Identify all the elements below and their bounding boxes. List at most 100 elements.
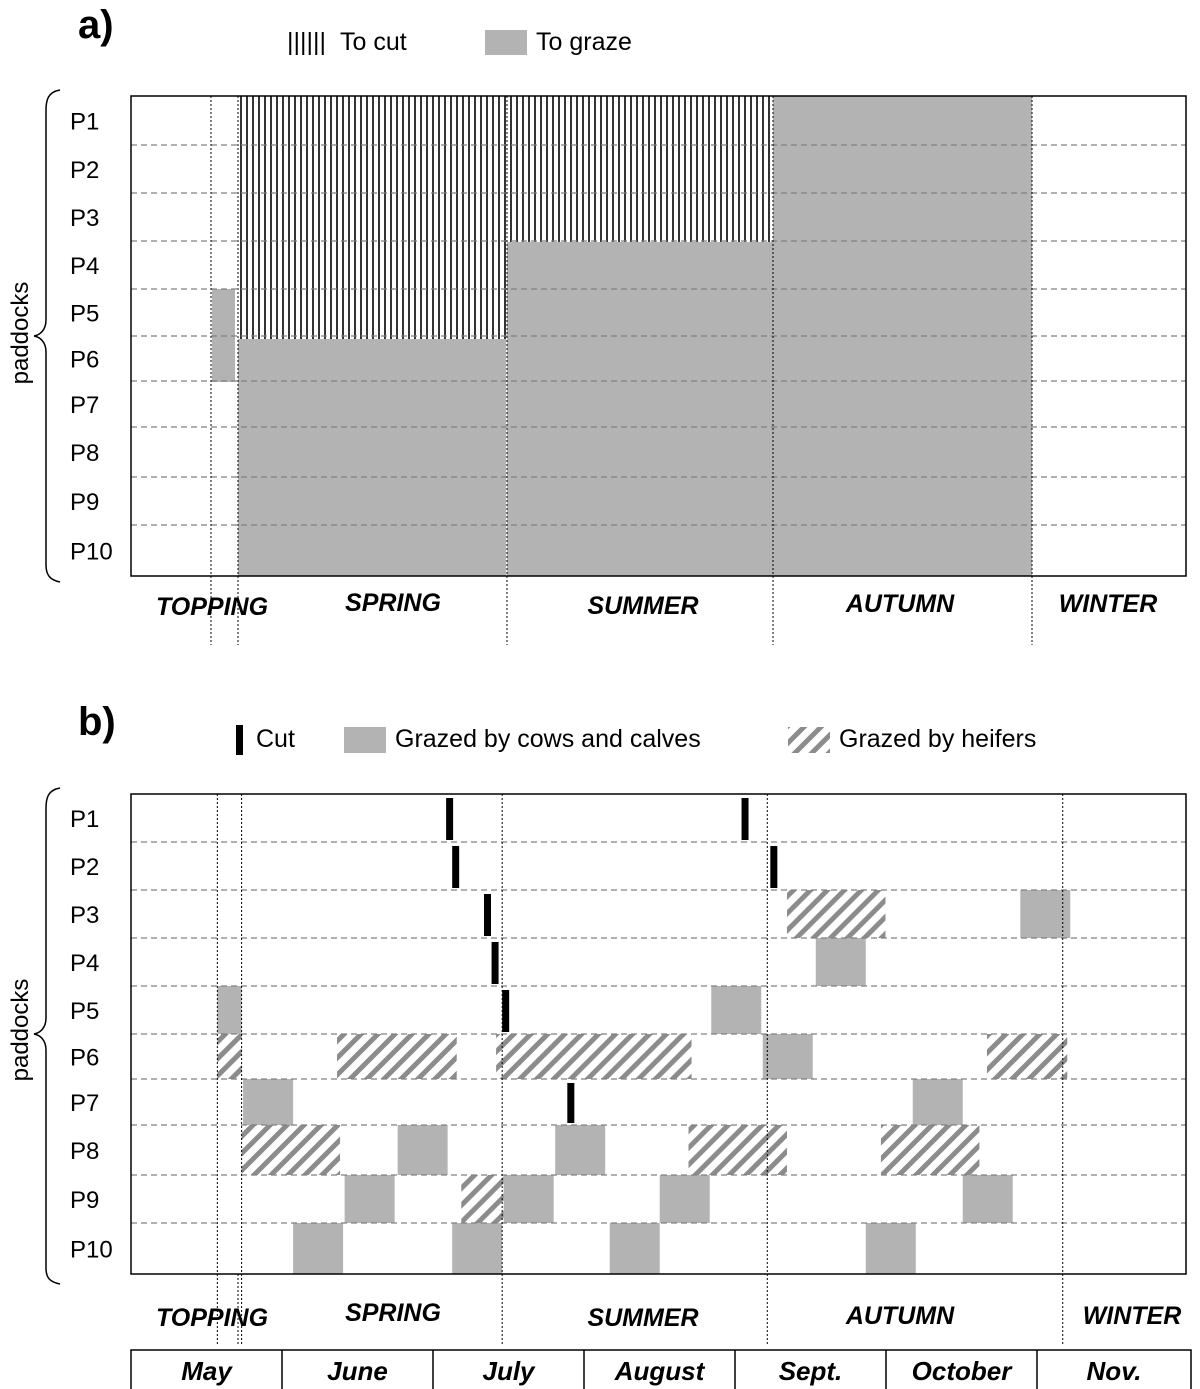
- cut-marker: [770, 846, 778, 888]
- month-label: June: [327, 1356, 388, 1386]
- cut-marker: [483, 894, 491, 936]
- cows-grazing-block: [452, 1223, 503, 1274]
- spring-cut-area: [238, 96, 506, 339]
- month-label: October: [912, 1356, 1014, 1386]
- panel-a-paddock-label: P10: [70, 539, 113, 566]
- panel-a-paddock-label: P5: [70, 301, 99, 328]
- panel-a-paddock-label: P4: [70, 253, 99, 280]
- panel-a: a) |||||| To cut To graze paddocks P1 P2 P…: [7, 3, 1187, 645]
- panel-a-legend: |||||| To cut To graze: [287, 28, 632, 56]
- cows-grazing-block: [217, 986, 242, 1034]
- cows-grazing-block: [344, 1175, 395, 1223]
- cows-grazing-block: [1020, 890, 1071, 938]
- summer-graze-area: [507, 242, 773, 576]
- panel-a-season-label: TOPPING: [156, 593, 268, 621]
- cows-grazing-block: [243, 1079, 294, 1125]
- panel-a-season-label: SPRING: [345, 589, 441, 617]
- panel-a-y-axis-label: paddocks: [7, 282, 34, 385]
- spring-graze-area: [238, 339, 506, 576]
- month-table: [130, 1349, 1192, 1389]
- panel-b-paddock-label: P10: [70, 1237, 113, 1264]
- heifers-grazing-block: [986, 1034, 1068, 1079]
- panel-a-paddock-label: P7: [70, 392, 99, 419]
- heifers-grazing-block: [217, 1034, 242, 1079]
- panel-b-season-label: AUTUMN: [845, 1302, 955, 1330]
- cut-marker: [741, 798, 749, 840]
- month-label: August: [614, 1356, 706, 1386]
- cows-grazing-block: [659, 1175, 710, 1223]
- legend-cows: Grazed by cows and calves: [395, 725, 701, 753]
- panel-b-legend: Cut Grazed by cows and calves Grazed by …: [236, 725, 1036, 755]
- panel-b-paddock-label: P4: [70, 950, 99, 977]
- legend-to-graze: To graze: [536, 28, 632, 56]
- panel-b-paddock-label: P1: [70, 806, 99, 833]
- cows-grazing-block: [555, 1125, 606, 1175]
- cows-grazing-block: [609, 1223, 660, 1274]
- legend-to-cut: To cut: [340, 28, 407, 56]
- legend-cut: Cut: [256, 725, 295, 753]
- panel-b-plot: [217, 798, 1071, 1274]
- month-label: Nov.: [1087, 1356, 1142, 1386]
- panel-b-label: b): [78, 700, 116, 744]
- panel-a-paddock-label: P1: [70, 109, 99, 136]
- panel-a-paddock-label: P3: [70, 205, 99, 232]
- summer-cut-area: [507, 96, 773, 242]
- cut-marker: [452, 846, 460, 888]
- cows-grazing-block: [503, 1175, 554, 1223]
- cows-grazing-block: [962, 1175, 1013, 1223]
- panel-b: b) Cut Grazed by cows and calves Grazed …: [7, 700, 1192, 1389]
- legend-cows-swatch: [344, 727, 386, 753]
- cut-marker: [502, 990, 510, 1032]
- cut-marker: [446, 798, 454, 840]
- heifers-grazing-block: [337, 1034, 457, 1079]
- panel-b-paddock-label: P2: [70, 854, 99, 881]
- cows-grazing-block: [397, 1125, 448, 1175]
- panel-a-paddock-label: P6: [70, 347, 99, 374]
- panel-b-season-label: TOPPING: [156, 1304, 268, 1332]
- heifers-grazing-block: [688, 1125, 787, 1175]
- cows-grazing-block: [865, 1223, 916, 1274]
- heifers-grazing-block: [786, 890, 886, 938]
- heifers-grazing-block: [461, 1175, 504, 1223]
- panel-a-season-label: WINTER: [1059, 590, 1158, 618]
- panel-a-paddock-label: P2: [70, 157, 99, 184]
- heifers-grazing-block: [880, 1125, 980, 1175]
- cows-grazing-block: [762, 1034, 813, 1079]
- panel-a-season-label: SUMMER: [587, 592, 698, 620]
- panel-b-paddock-label: P5: [70, 998, 99, 1025]
- cows-grazing-block: [293, 1223, 344, 1274]
- panel-b-frame: [130, 793, 1187, 1275]
- panel-b-season-label: SPRING: [345, 1299, 441, 1327]
- legend-heifers-swatch: [788, 727, 830, 753]
- legend-to-graze-swatch: [485, 30, 527, 55]
- cows-grazing-block: [815, 938, 866, 986]
- legend-cut-marker: ||||||: [287, 28, 326, 56]
- cut-marker: [491, 942, 499, 984]
- panel-a-plot: [212, 96, 1032, 576]
- panel-b-paddock-label: P7: [70, 1090, 99, 1117]
- panel-a-brace: [33, 89, 61, 583]
- cows-grazing-block: [711, 986, 762, 1034]
- month-label: Sept.: [779, 1356, 843, 1386]
- panel-b-y-axis-label: paddocks: [7, 979, 34, 1082]
- legend-cut-swatch: [236, 725, 243, 755]
- panel-a-paddock-label: P9: [70, 489, 99, 516]
- panel-a-frame: [130, 95, 1187, 577]
- cut-marker: [567, 1083, 575, 1123]
- month-label: May: [181, 1356, 233, 1386]
- panel-b-paddock-label: P9: [70, 1187, 99, 1214]
- panel-b-paddock-label: P6: [70, 1045, 99, 1072]
- panel-b-season-label: SUMMER: [587, 1304, 698, 1332]
- panel-a-label: a): [78, 3, 114, 47]
- month-label: July: [482, 1356, 536, 1386]
- panel-b-season-label: WINTER: [1083, 1302, 1182, 1330]
- panel-a-season-label: AUTUMN: [845, 590, 955, 618]
- heifers-grazing-block: [496, 1034, 692, 1079]
- panel-b-brace: [33, 787, 61, 1285]
- panel-b-paddock-label: P3: [70, 902, 99, 929]
- panel-b-paddock-label: P8: [70, 1138, 99, 1165]
- heifers-grazing-block: [241, 1125, 341, 1175]
- cows-grazing-block: [912, 1079, 963, 1125]
- panel-a-paddock-label: P8: [70, 440, 99, 467]
